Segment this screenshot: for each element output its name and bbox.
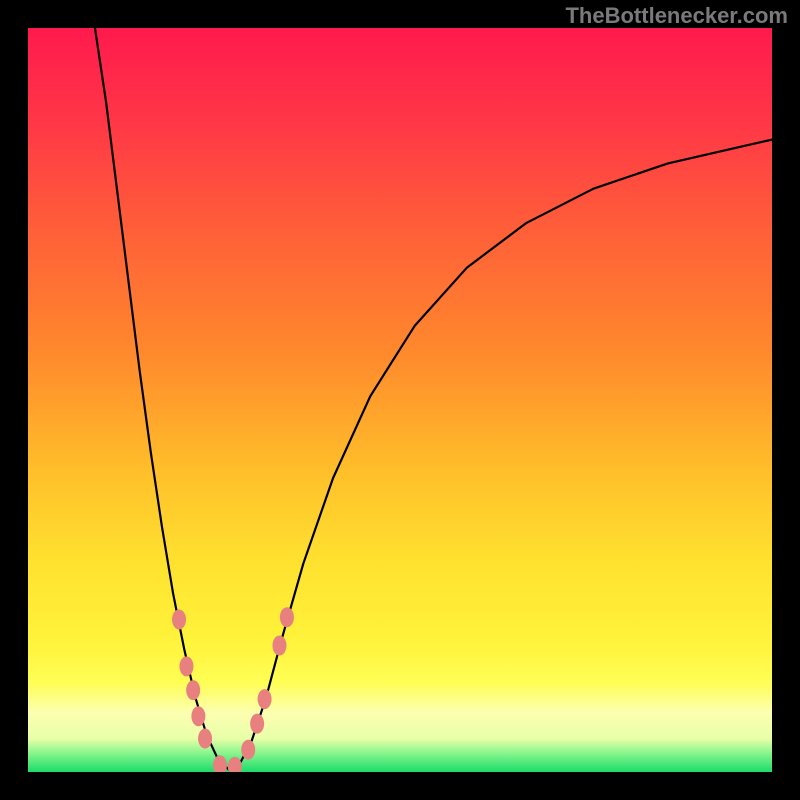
data-marker <box>272 636 286 656</box>
plot-area <box>28 28 772 772</box>
data-marker <box>213 755 227 772</box>
chart-container: TheBottlenecker.com <box>0 0 800 800</box>
bottleneck-curve <box>95 28 772 770</box>
data-marker <box>198 729 212 749</box>
data-marker <box>258 689 272 709</box>
data-marker <box>179 656 193 676</box>
watermark-text: TheBottlenecker.com <box>565 3 788 29</box>
data-marker <box>186 680 200 700</box>
data-marker <box>228 757 242 772</box>
curve-layer <box>28 28 772 772</box>
data-marker <box>280 607 294 627</box>
data-marker <box>172 609 186 629</box>
data-marker <box>241 740 255 760</box>
data-marker <box>250 714 264 734</box>
marker-group <box>172 607 294 772</box>
data-marker <box>191 706 205 726</box>
